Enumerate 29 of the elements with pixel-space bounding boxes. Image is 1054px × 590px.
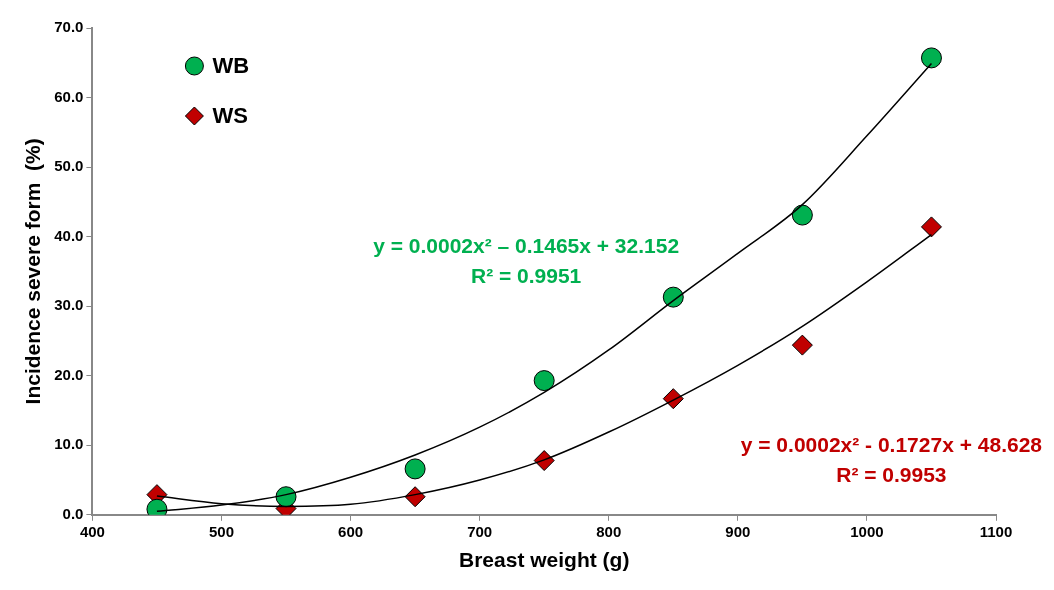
point [791, 204, 813, 226]
point [404, 458, 426, 480]
x-tick-label: 1000 [850, 522, 884, 540]
x-tick-label: 900 [725, 522, 751, 540]
y-tick-label: 10.0 [54, 435, 84, 453]
x-tick-label: 700 [467, 522, 493, 540]
x-axis-title: Breast weight (g) [459, 548, 630, 572]
y-tick-label: 50.0 [54, 157, 84, 175]
legend-label: WB [212, 53, 250, 79]
x-tick-label: 400 [79, 522, 105, 540]
legend-label: WS [212, 103, 248, 129]
annotation: y = 0.0002x² - 0.1727x + 48.628 R² = 0.9953 [740, 433, 1043, 487]
y-tick-label: 60.0 [54, 87, 84, 105]
x-tick-label: 800 [596, 522, 622, 540]
point [791, 334, 813, 356]
x-tick-label: 1100 [979, 522, 1013, 540]
point [533, 370, 555, 392]
y-tick-label: 30.0 [54, 296, 84, 314]
x-tick-label: 600 [338, 522, 364, 540]
annotation: y = 0.0002x² – 0.1465x + 32.152 R² = 0.9951 [373, 233, 680, 287]
point [920, 216, 942, 238]
point [920, 47, 942, 69]
point [662, 286, 684, 308]
y-tick-label: 70.0 [54, 18, 84, 36]
x-tick-label: 500 [208, 522, 234, 540]
y-tick-label: 20.0 [54, 365, 84, 383]
y-tick-label: 0.0 [62, 504, 84, 522]
y-axis-title: Incidence severe form (%) [21, 138, 45, 405]
y-tick-label: 40.0 [54, 226, 84, 244]
